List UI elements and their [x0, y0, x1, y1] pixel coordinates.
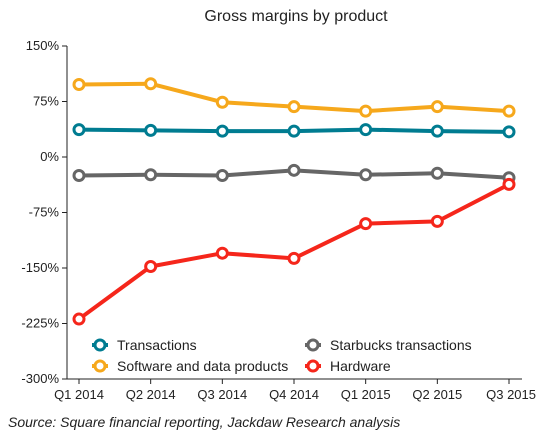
legend-label: Hardware	[330, 358, 391, 374]
data-point	[215, 169, 229, 182]
data-point	[287, 251, 301, 265]
x-tick-label: Q2 2014	[126, 387, 176, 402]
series-starbucks-transactions	[72, 163, 516, 185]
data-point	[144, 260, 158, 274]
legend-item: Hardware	[305, 358, 391, 374]
data-point	[72, 312, 86, 326]
legend-item: Software and data products	[92, 358, 288, 374]
data-point	[144, 77, 158, 91]
axes: 150% 75% 0% -75% -150% -225% -300%Q1 2014 Q2 20…	[21, 38, 536, 402]
x-tick-label: Q3 2014	[197, 387, 247, 402]
series-software-and-data-products	[72, 77, 516, 118]
x-tick-label: Q3 2015	[486, 387, 536, 402]
data-point	[430, 166, 444, 180]
legend-item: Transactions	[92, 337, 197, 353]
series-layer	[72, 77, 516, 326]
source-note: Source: Square financial reporting, Jack…	[8, 414, 401, 430]
data-point	[287, 100, 301, 114]
data-point	[72, 77, 86, 91]
series-line	[77, 182, 511, 322]
legend-swatch-marker	[93, 338, 107, 352]
y-tick-label: -225%	[21, 316, 59, 331]
data-point	[72, 123, 86, 137]
data-point	[359, 104, 373, 118]
legend-label: Transactions	[117, 337, 197, 353]
series-hardware	[72, 177, 516, 326]
legend: Transactions Software and data products St…	[92, 337, 472, 374]
data-point	[502, 104, 516, 118]
data-point	[430, 124, 444, 138]
data-point	[502, 177, 516, 191]
data-point	[359, 168, 373, 182]
data-point	[359, 217, 373, 231]
x-tick-label: Q1 2015	[341, 387, 391, 402]
data-point	[215, 124, 229, 138]
data-point	[144, 123, 158, 137]
data-point	[430, 100, 444, 114]
data-point	[215, 95, 229, 109]
data-point	[144, 168, 158, 182]
data-point	[430, 214, 444, 228]
y-tick-label: 0%	[40, 149, 59, 164]
data-point	[215, 246, 229, 260]
y-tick-label: -150%	[21, 260, 59, 275]
data-point	[359, 123, 373, 137]
legend-label: Software and data products	[117, 358, 288, 374]
legend-swatch-marker	[306, 338, 320, 352]
y-tick-label: 75%	[33, 94, 59, 109]
data-point	[287, 163, 301, 177]
data-point	[287, 124, 301, 138]
legend-item: Starbucks transactions	[305, 337, 472, 353]
series-transactions	[72, 123, 516, 139]
x-tick-label: Q4 2014	[269, 387, 319, 402]
data-point	[72, 169, 86, 182]
x-tick-label: Q1 2014	[54, 387, 104, 402]
x-tick-label: Q2 2015	[412, 387, 462, 402]
y-tick-label: -300%	[21, 371, 59, 386]
data-point	[502, 125, 516, 139]
y-tick-label: -75%	[29, 205, 60, 220]
legend-swatch-marker	[93, 359, 107, 373]
y-tick-label: 150%	[26, 38, 60, 53]
legend-swatch-marker	[306, 359, 320, 373]
legend-label: Starbucks transactions	[330, 337, 472, 353]
chart-title: Gross margins by product	[204, 8, 388, 25]
